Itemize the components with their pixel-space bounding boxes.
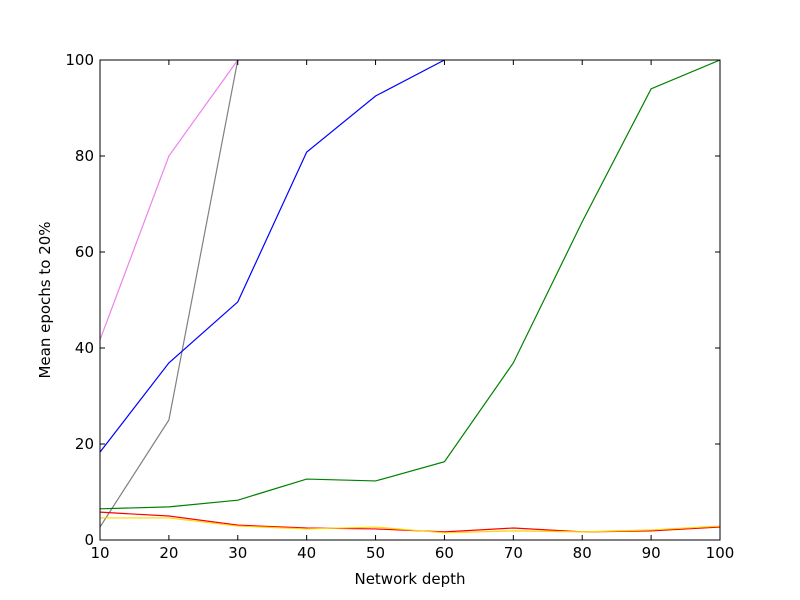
x-tick-label: 50 — [366, 544, 385, 562]
x-tick-label: 10 — [90, 544, 109, 562]
y-tick-label: 0 — [84, 531, 94, 549]
y-tick-label: 80 — [75, 147, 94, 165]
x-tick-label: 40 — [297, 544, 316, 562]
x-tick-label: 90 — [642, 544, 661, 562]
series-line — [100, 60, 239, 341]
plot-frame — [99, 59, 721, 541]
y-tick-label: 60 — [75, 243, 94, 261]
x-axis-label: Network depth — [354, 570, 465, 588]
series-line — [100, 517, 720, 534]
series-line — [100, 60, 720, 510]
series-line — [100, 60, 239, 528]
y-tick-label: 40 — [75, 339, 94, 357]
x-tick-label: 70 — [504, 544, 523, 562]
y-tick-label: 100 — [65, 51, 94, 69]
y-tick-label: 20 — [75, 435, 94, 453]
x-tick-label: 80 — [573, 544, 592, 562]
x-tick-label: 30 — [228, 544, 247, 562]
x-tick-label: 100 — [706, 544, 735, 562]
series-line — [100, 60, 445, 453]
y-axis-label: Mean epochs to 20% — [36, 221, 54, 378]
x-tick-label: 20 — [159, 544, 178, 562]
x-tick-label: 60 — [435, 544, 454, 562]
plot-lines — [100, 60, 720, 534]
